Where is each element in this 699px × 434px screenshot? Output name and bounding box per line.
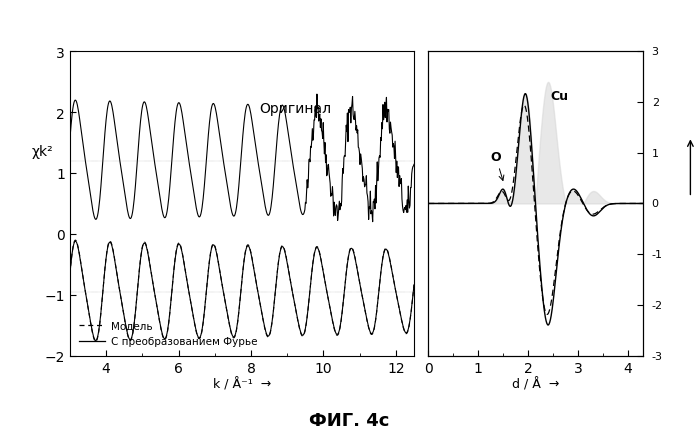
Text: 3: 3 bbox=[651, 47, 658, 57]
Y-axis label: χk²: χk² bbox=[31, 145, 53, 158]
Text: -3: -3 bbox=[651, 351, 663, 361]
Legend: Модель, С преобразованием Фурье: Модель, С преобразованием Фурье bbox=[75, 317, 261, 351]
Text: Оригинал: Оригинал bbox=[259, 102, 331, 116]
Text: ФИГ. 4c: ФИГ. 4c bbox=[310, 411, 389, 429]
X-axis label: k / Å⁻¹  →: k / Å⁻¹ → bbox=[212, 378, 271, 391]
Text: Cu: Cu bbox=[551, 90, 568, 103]
Text: 2: 2 bbox=[651, 98, 659, 108]
Text: -1: -1 bbox=[651, 250, 663, 260]
Text: 1: 1 bbox=[651, 148, 658, 158]
Text: 0: 0 bbox=[651, 199, 658, 209]
X-axis label: d / Å  →: d / Å → bbox=[512, 378, 559, 391]
Text: -2: -2 bbox=[651, 300, 663, 310]
Text: O: O bbox=[491, 151, 504, 181]
